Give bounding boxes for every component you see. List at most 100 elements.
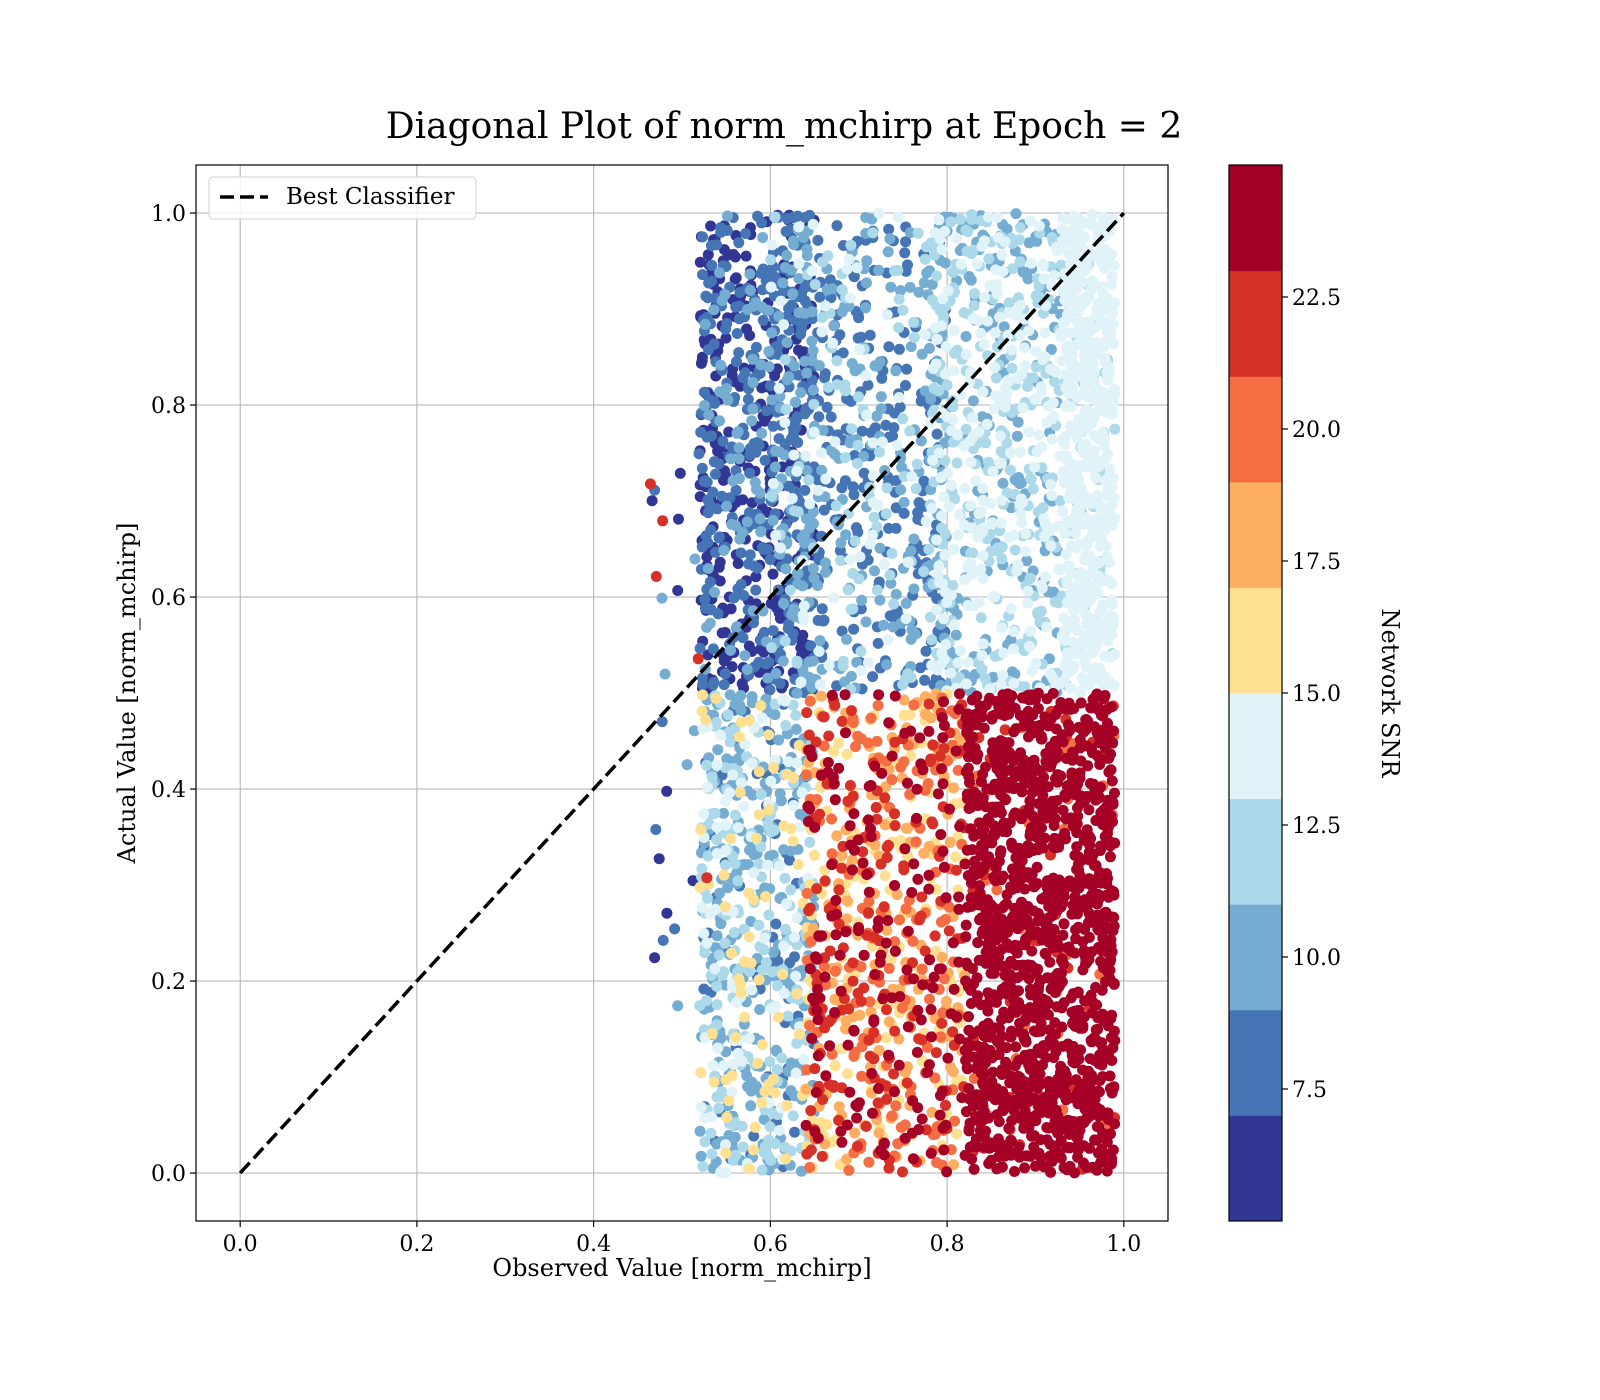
scatter-point [829,699,841,711]
scatter-point [1022,585,1034,597]
scatter-point [700,714,711,726]
scatter-point [1002,778,1014,790]
scatter-point [1011,430,1023,442]
scatter-point [846,705,857,717]
scatter-point [812,1132,824,1144]
scatter-point [801,707,813,719]
scatter-point [950,851,962,863]
scatter-point [781,898,792,910]
scatter-point [791,687,803,699]
scatter-point [940,340,952,352]
scatter-point [831,355,843,367]
scatter-point [720,383,732,395]
scatter-point [900,265,912,277]
scatter-point [1091,526,1103,538]
scatter-point [951,457,963,469]
scatter-point [743,931,755,943]
scatter-point [1073,1084,1085,1096]
scatter-point [868,511,880,523]
scatter-point [724,689,736,701]
scatter-point [796,288,807,300]
scatter-point [713,949,725,961]
scatter-point [927,454,939,466]
scatter-point [765,775,777,787]
scatter-point [937,1007,949,1019]
scatter-point [823,659,835,671]
scatter-point [1048,588,1060,599]
scatter-point [840,1023,852,1035]
scatter-point [890,522,902,534]
scatter-point [906,624,918,636]
scatter-point [893,343,905,355]
scatter-point [865,712,877,724]
scatter-point [987,517,998,529]
scatter-point [716,1086,728,1098]
scatter-point [672,1000,684,1012]
scatter-point [916,963,928,975]
scatter-point [939,225,951,237]
scatter-point [989,650,1001,662]
scatter-point [734,533,746,545]
scatter-point [940,639,952,651]
scatter-point [967,412,978,423]
scatter-point [873,1127,885,1139]
scatter-point [750,571,762,583]
scatter-point [720,819,732,831]
scatter-point [785,1085,797,1097]
scatter-point [720,1074,732,1086]
scatter-point [1040,1052,1052,1064]
scatter-point [884,233,896,245]
scatter-point [766,239,778,251]
scatter-point [697,689,709,701]
scatter-point [869,969,881,980]
scatter-point [861,869,873,880]
scatter-point [787,211,799,223]
scatter-point [967,547,979,559]
scatter-point [923,725,935,737]
scatter-point [996,622,1008,634]
scatter-point [1108,338,1120,350]
scatter-point [789,1126,801,1138]
scatter-point [705,220,717,232]
scatter-point [782,1010,794,1022]
scatter-point [755,526,767,538]
scatter-point [763,909,775,921]
scatter-point [768,946,779,958]
scatter-point [672,585,684,596]
scatter-point [1045,363,1057,375]
scatter-point [752,1057,764,1069]
scatter-point [699,318,711,330]
scatter-point [913,286,925,298]
scatter-point [767,478,779,489]
scatter-point [941,379,953,391]
scatter-point [806,1033,818,1044]
scatter-point [991,211,1003,223]
scatter-point [777,694,789,706]
scatter-point [753,766,765,778]
scatter-point [702,537,714,548]
scatter-point [924,993,935,1005]
scatter-point [960,348,972,360]
scatter-point [1104,463,1116,475]
scatter-point [932,788,944,800]
scatter-point [823,1016,835,1028]
scatter-point [1080,405,1091,417]
scatter-point [711,834,723,846]
scatter-point [1090,382,1102,394]
scatter-point [1045,344,1057,355]
scatter-point [1063,388,1075,399]
scatter-point [792,843,804,855]
scatter-point [730,272,742,284]
scatter-point [765,281,777,293]
scatter-point [1008,643,1019,655]
scatter-point [1022,597,1034,609]
scatter-point [726,1086,738,1098]
scatter-point [873,207,885,219]
scatter-point [815,690,827,702]
scatter-point [810,951,821,963]
scatter-point [767,515,779,526]
scatter-point [853,922,865,933]
scatter-point [994,311,1006,323]
scatter-point [1084,459,1096,471]
scatter-point [880,419,892,431]
